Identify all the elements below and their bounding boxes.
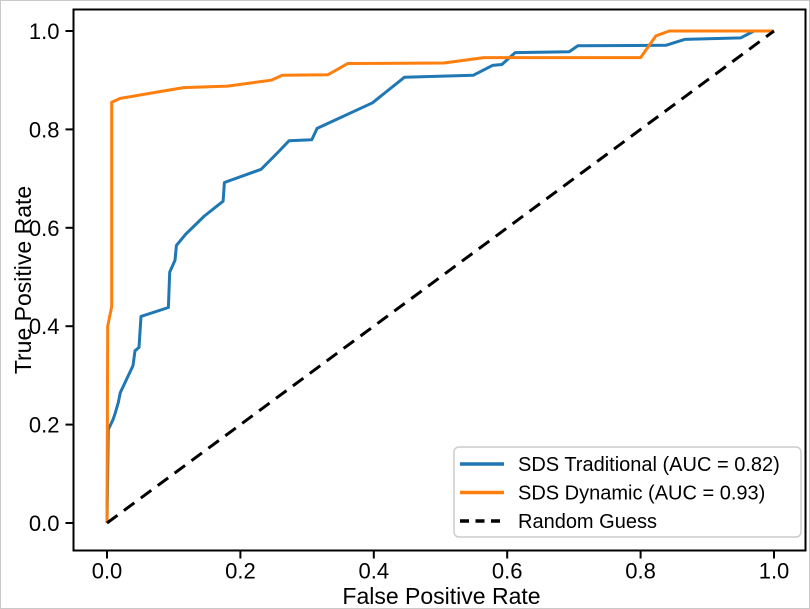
y-tick-label: 0.8 bbox=[29, 117, 60, 142]
x-tick-label: 1.0 bbox=[759, 559, 790, 584]
legend: SDS Traditional (AUC = 0.82) SDS Dynamic … bbox=[453, 446, 802, 538]
y-tick-label: 1.0 bbox=[29, 19, 60, 44]
y-tick-label: 0.4 bbox=[29, 314, 60, 339]
x-axis-title: False Positive Rate bbox=[342, 583, 540, 609]
legend-box bbox=[453, 446, 802, 538]
series-line-random-guess bbox=[106, 29, 775, 525]
series-line-sds-traditional bbox=[105, 29, 774, 524]
x-tick-label: 0.6 bbox=[492, 559, 523, 584]
axes: 0.0 0.2 0.4 0.6 0.8 1.0 0.0 0.2 0.4 0.6 0.8 1.0 Fals… bbox=[10, 8, 807, 609]
x-tick-label: 0.0 bbox=[92, 559, 123, 584]
legend-label-random-guess: Random Guess bbox=[518, 511, 657, 533]
y-tick-label: 0.2 bbox=[29, 413, 60, 438]
x-tick-label: 0.2 bbox=[225, 559, 256, 584]
legend-entry-sds-traditional: SDS Traditional (AUC = 0.82) bbox=[460, 454, 780, 476]
legend-label-sds-traditional: SDS Traditional (AUC = 0.82) bbox=[518, 454, 780, 476]
legend-entry-random-guess: Random Guess bbox=[460, 511, 657, 533]
x-tick-label: 0.4 bbox=[359, 559, 390, 584]
x-tick-label: 0.8 bbox=[625, 559, 656, 584]
y-tick-label: 0.6 bbox=[29, 216, 60, 241]
y-axis-title: True Positive Rate bbox=[10, 186, 36, 374]
y-tick-label: 0.0 bbox=[29, 511, 60, 536]
series-line-sds-dynamic bbox=[105, 29, 774, 524]
plot-frame bbox=[72, 8, 807, 552]
legend-label-sds-dynamic: SDS Dynamic (AUC = 0.93) bbox=[518, 483, 765, 505]
plot-area bbox=[105, 29, 775, 525]
legend-entry-sds-dynamic: SDS Dynamic (AUC = 0.93) bbox=[460, 483, 765, 505]
